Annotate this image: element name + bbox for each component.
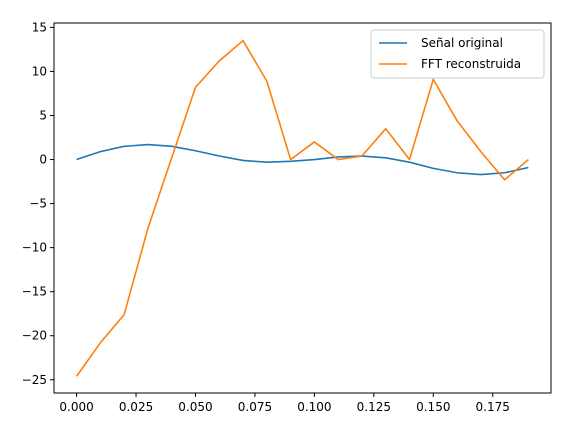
y-tick-label: 15 — [32, 20, 47, 34]
y-axis: 15 10 5 0 −5 −10 −15 −20 −25 — [22, 20, 54, 386]
legend: Señal original FFT reconstruida — [371, 30, 544, 78]
legend-label-2: FFT reconstruida — [421, 57, 521, 71]
x-tick-label: 0.000 — [59, 400, 93, 414]
y-tick-label: −5 — [29, 197, 47, 211]
x-tick-label: 0.100 — [297, 400, 331, 414]
y-tick-label: 5 — [39, 109, 47, 123]
x-tick-label: 0.075 — [238, 400, 272, 414]
x-tick-label: 0.025 — [119, 400, 153, 414]
x-tick-label: 0.050 — [178, 400, 212, 414]
y-tick-label: −20 — [22, 329, 47, 343]
y-tick-label: 10 — [32, 64, 47, 78]
y-tick-label: −15 — [22, 285, 47, 299]
x-tick-label: 0.175 — [476, 400, 510, 414]
legend-label-1: Señal original — [421, 36, 503, 50]
x-axis: 0.000 0.025 0.050 0.075 0.100 0.125 0.150 0.175 — [59, 393, 510, 414]
x-tick-label: 0.150 — [416, 400, 450, 414]
y-tick-label: −10 — [22, 241, 47, 255]
y-tick-label: 0 — [39, 153, 47, 167]
y-tick-label: −25 — [22, 373, 47, 387]
x-tick-label: 0.125 — [357, 400, 391, 414]
